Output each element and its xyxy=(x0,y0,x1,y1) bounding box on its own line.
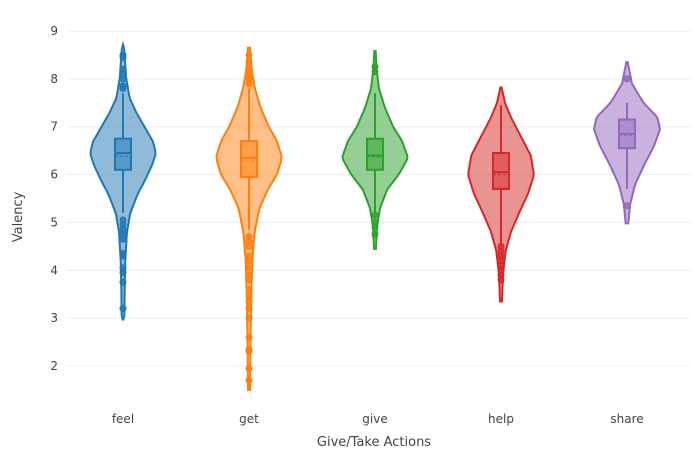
outlier-point xyxy=(245,314,253,322)
violin-help xyxy=(467,86,535,303)
x-tick-label: share xyxy=(610,412,643,426)
outlier-point xyxy=(245,233,253,241)
y-tick-label: 5 xyxy=(50,215,58,229)
box-iqr xyxy=(114,137,132,171)
y-tick-label: 3 xyxy=(50,311,58,325)
violin-get xyxy=(215,46,283,391)
outlier-point xyxy=(245,333,253,341)
y-tick-label: 8 xyxy=(50,72,58,86)
outlier-point xyxy=(245,51,253,59)
box-iqr xyxy=(240,140,258,178)
outlier-point xyxy=(245,271,253,279)
outlier-point xyxy=(119,65,127,73)
outlier-point xyxy=(245,345,253,353)
outlier-point xyxy=(371,230,379,238)
outlier-point xyxy=(623,75,631,83)
y-tick-label: 9 xyxy=(50,24,58,38)
outlier-point xyxy=(119,278,127,286)
x-tick-label: give xyxy=(362,412,387,426)
x-tick-label: get xyxy=(239,412,259,426)
outlier-point xyxy=(119,264,127,272)
outlier-point xyxy=(119,250,127,258)
outlier-point xyxy=(245,264,253,272)
outlier-point xyxy=(623,202,631,210)
outlier-point xyxy=(497,242,505,250)
outlier-point xyxy=(119,305,127,313)
y-tick-label: 6 xyxy=(50,168,58,182)
outlier-point xyxy=(371,211,379,219)
x-tick-label: feel xyxy=(112,412,134,426)
outlier-point xyxy=(245,252,253,260)
outlier-point xyxy=(371,218,379,226)
y-tick-label: 2 xyxy=(50,359,58,373)
y-tick-label: 4 xyxy=(50,263,58,277)
outlier-point xyxy=(371,63,379,71)
outlier-point xyxy=(245,58,253,66)
outlier-point xyxy=(245,293,253,301)
outlier-point xyxy=(245,376,253,384)
outlier-point xyxy=(245,305,253,313)
y-tick-label: 7 xyxy=(50,120,58,134)
violin-plots xyxy=(89,40,661,391)
x-axis-ticks: feel get give help share xyxy=(112,412,644,426)
outlier-point xyxy=(119,216,127,224)
outlier-point xyxy=(119,51,127,59)
violin-share xyxy=(593,61,661,225)
box-iqr xyxy=(492,152,510,190)
violin-feel xyxy=(89,40,157,321)
outlier-point xyxy=(245,285,253,293)
outlier-point xyxy=(245,364,253,372)
x-tick-label: help xyxy=(488,412,514,426)
y-axis-title: Valency xyxy=(11,191,26,242)
x-axis-title: Give/Take Actions xyxy=(317,435,431,450)
y-axis-ticks: 2 3 4 5 6 7 8 9 xyxy=(50,24,58,373)
outlier-point xyxy=(245,65,253,73)
outlier-point xyxy=(119,82,127,90)
box-iqr xyxy=(366,137,384,171)
violin-give xyxy=(341,50,409,250)
